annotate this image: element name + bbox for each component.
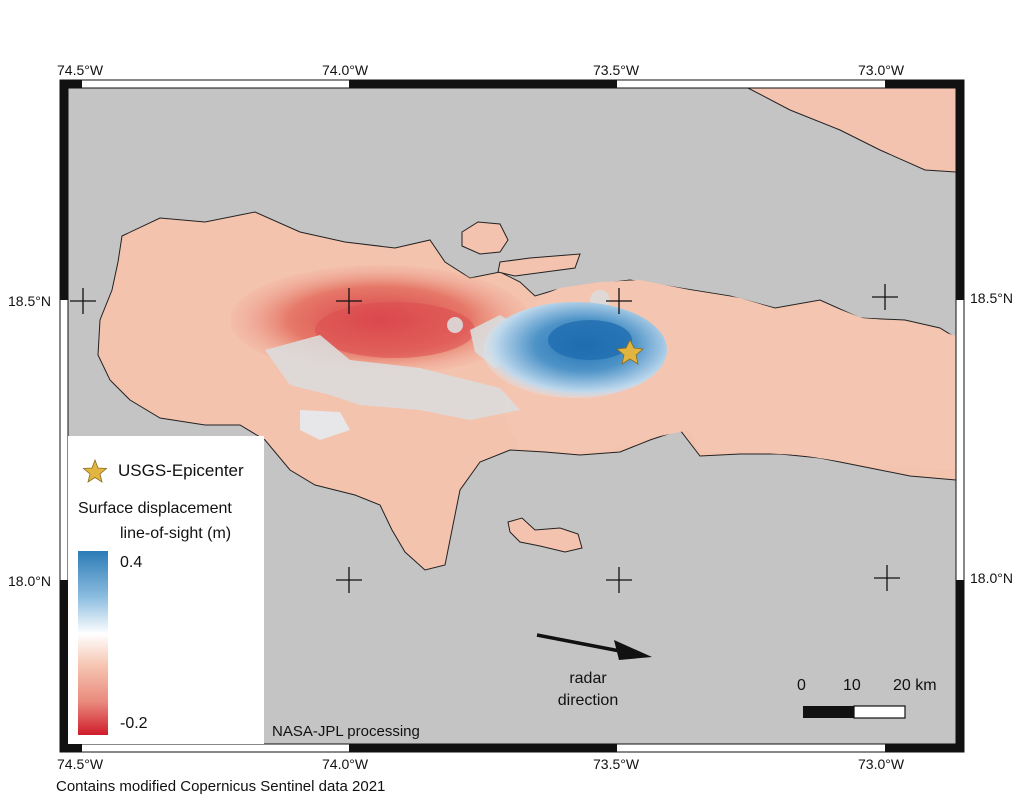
scale-label-0: 0 — [797, 677, 806, 694]
colorbar-min-label: -0.2 — [120, 715, 148, 732]
legend-title-line2: line-of-sight (m) — [120, 525, 232, 542]
lat-label-left-18-5: 18.5°N — [8, 293, 51, 309]
island-spit — [497, 253, 581, 277]
lat-label-right-18-0: 18.0°N — [970, 570, 1013, 586]
island-south — [507, 517, 583, 553]
island-north — [461, 221, 509, 255]
legend-title-line1: Surface displacement — [78, 500, 232, 517]
epicenter-star-marker — [616, 339, 644, 365]
radar-direction-label: radar direction — [548, 668, 628, 712]
processing-credit: NASA-JPL processing — [272, 723, 420, 740]
lon-label-top-74-0: 74.0°W — [322, 62, 369, 78]
radar-label-line2: direction — [557, 692, 619, 709]
colorbar — [78, 551, 108, 735]
subsidence-core — [315, 302, 475, 358]
legend: USGS-Epicenter Surface displacement line… — [68, 436, 264, 744]
lon-label-top-73-5: 73.5°W — [593, 62, 640, 78]
lon-label-top-74-5: 74.5°W — [57, 62, 104, 78]
scale-bar — [803, 705, 906, 719]
graticule-crosses — [70, 284, 900, 593]
northern-coast — [747, 88, 956, 173]
radar-label-line1: radar — [569, 670, 607, 687]
legend-star-icon — [82, 458, 108, 483]
radar-direction-arrow — [536, 633, 652, 660]
colorbar-max-label: 0.4 — [120, 554, 143, 571]
scale-label-20: 20 km — [893, 677, 937, 694]
uplift-core — [548, 320, 632, 360]
data-source-credit: Contains modified Copernicus Sentinel da… — [56, 778, 386, 795]
lon-label-bottom-74-0: 74.0°W — [322, 756, 369, 772]
lat-label-right-18-5: 18.5°N — [970, 290, 1013, 306]
legend-epicenter-label: USGS-Epicenter — [118, 461, 244, 480]
lon-label-bottom-74-5: 74.5°W — [57, 756, 104, 772]
lon-label-bottom-73-0: 73.0°W — [858, 756, 905, 772]
map-frame — [59, 79, 965, 753]
lon-label-bottom-73-5: 73.5°W — [593, 756, 640, 772]
scale-label-10: 10 — [843, 677, 861, 694]
lon-label-top-73-0: 73.0°W — [858, 62, 905, 78]
lat-label-left-18-0: 18.0°N — [8, 573, 51, 589]
